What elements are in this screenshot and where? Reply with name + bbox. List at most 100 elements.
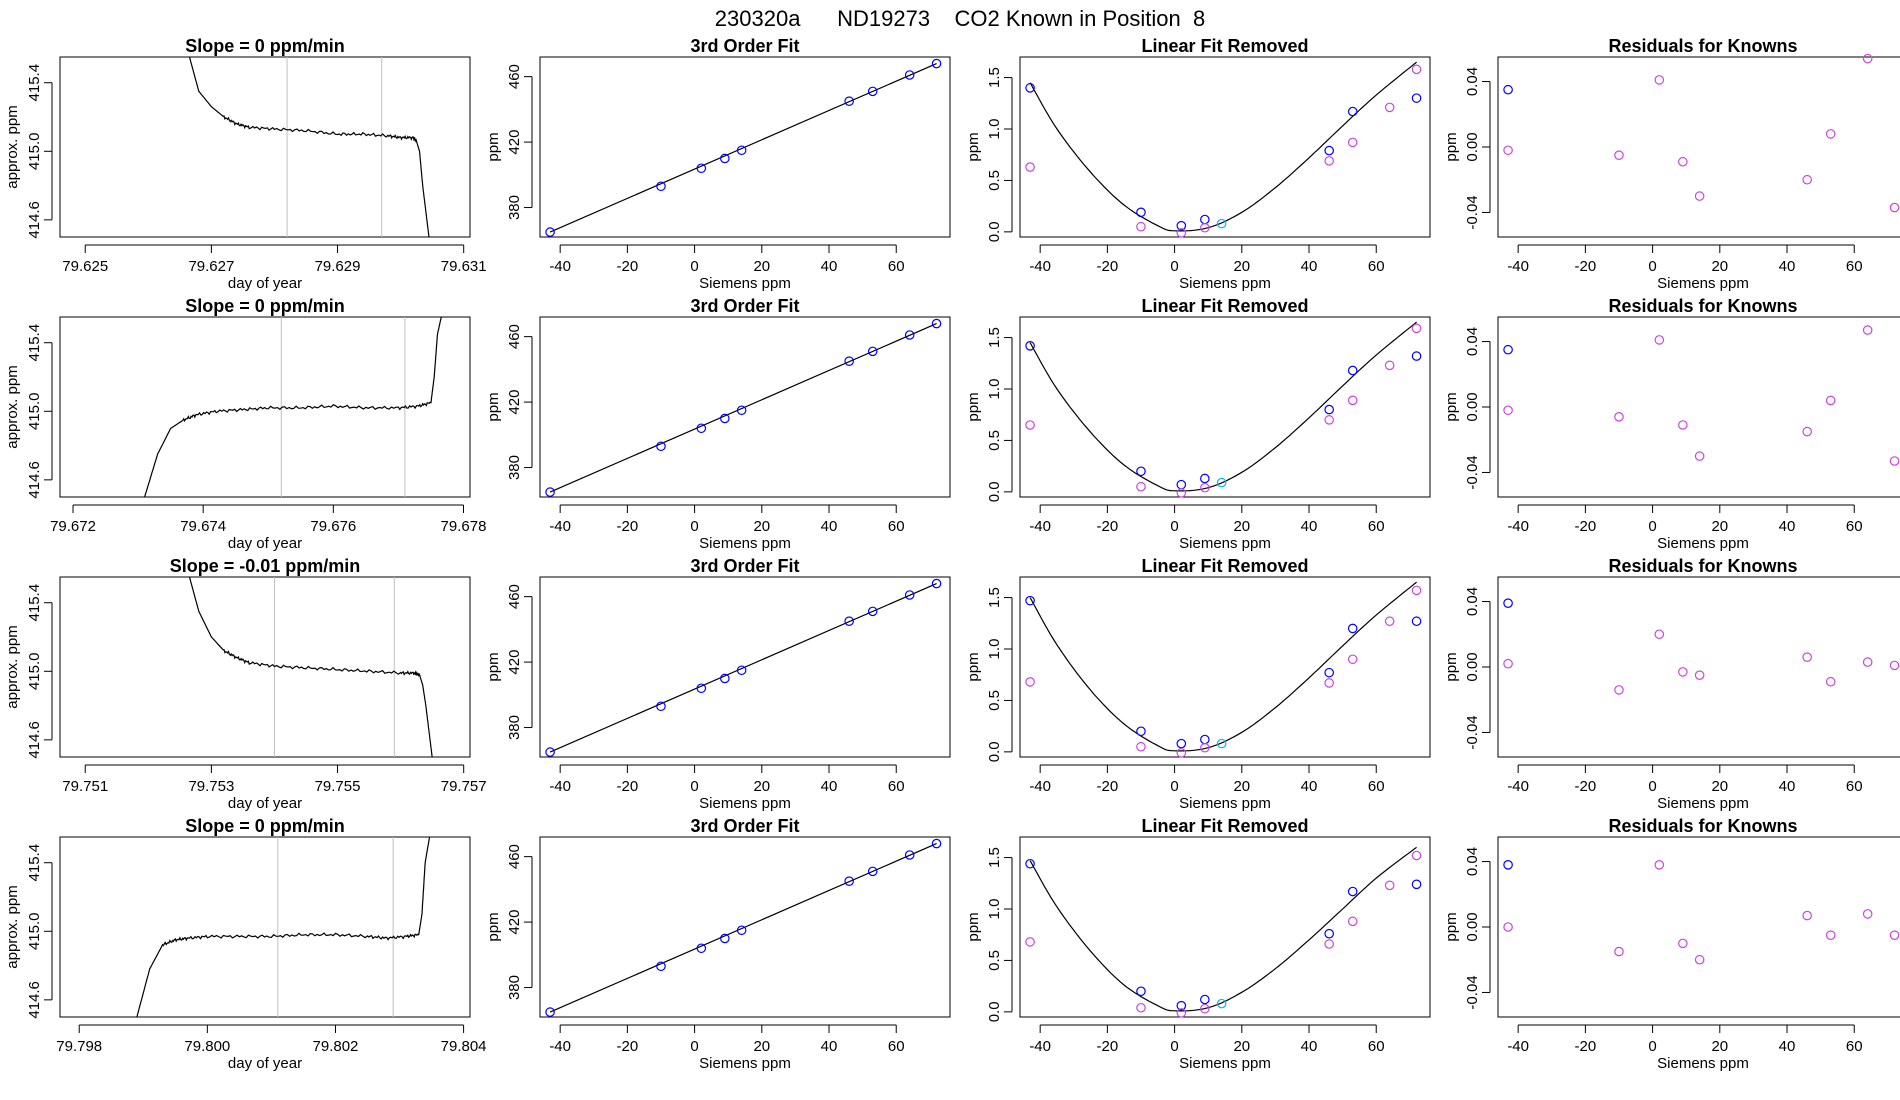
y-tick-label: 420 — [506, 390, 523, 415]
magenta-data-point — [1384, 360, 1395, 371]
blue-data-point — [696, 683, 707, 694]
panel-title: Residuals for Knowns — [1608, 556, 1797, 576]
x-tick-label: 20 — [1711, 518, 1728, 535]
fit-line — [549, 62, 937, 233]
blue-data-point — [1503, 344, 1513, 355]
x-tick-label: -40 — [1507, 778, 1529, 795]
plot-frame — [1497, 836, 1900, 1018]
y-tick-label: 1.0 — [986, 119, 1003, 140]
x-tick-label: 40 — [1301, 778, 1318, 795]
blue-data-point — [1411, 351, 1422, 361]
plot-frame — [1019, 836, 1431, 1018]
x-tick-label: 79.676 — [310, 518, 356, 535]
y-tick-label: 1.0 — [986, 379, 1003, 400]
panel-r1c3: Linear Fit Removed -40 -20 0 20 40 60 0.0 0.5 1.0… — [965, 36, 1431, 292]
magenta-data-point — [1678, 938, 1688, 949]
blue-data-point — [867, 866, 878, 877]
x-tick-label: 0 — [1648, 258, 1656, 275]
x-tick-label: -40 — [549, 778, 571, 795]
x-axis-label: Siemens ppm — [699, 535, 791, 552]
x-tick-label: -40 — [1507, 258, 1529, 275]
blue-data-point — [656, 701, 666, 712]
x-tick-label: 40 — [1779, 778, 1796, 795]
x-tick-label: 79.625 — [62, 258, 108, 275]
blue-data-point — [1136, 207, 1146, 218]
blue-data-point — [1411, 93, 1422, 103]
blue-data-point — [931, 578, 942, 589]
y-tick-label: 0.5 — [986, 690, 1003, 711]
magenta-data-point — [1347, 654, 1358, 665]
magenta-data-point — [1324, 156, 1334, 166]
magenta-data-point — [1614, 946, 1624, 957]
x-tick-label: -40 — [1507, 518, 1529, 535]
x-tick-label: 20 — [753, 778, 770, 795]
plot-frame — [539, 576, 951, 758]
blue-data-point — [844, 356, 854, 366]
y-tick-label: 0.00 — [1464, 652, 1481, 681]
x-tick-label: 0 — [1648, 518, 1656, 535]
magenta-data-point — [1136, 221, 1146, 232]
panel-r2c2: 3rd Order Fit -40 -20 0 20 40 60 380 420 460 Sieme… — [485, 296, 951, 552]
x-tick-label: -40 — [549, 518, 571, 535]
panel-r4c1: Slope = 0 ppm/min 79.798 79.800 79.802 79.80… — [4, 816, 487, 1072]
panel-title: Slope = -0.01 ppm/min — [170, 556, 361, 576]
x-axis-label: Siemens ppm — [699, 275, 791, 292]
x-axis-label: Siemens ppm — [699, 1055, 791, 1072]
blue-data-point — [1176, 479, 1187, 490]
panel-title: 3rd Order Fit — [690, 816, 799, 836]
x-tick-label: 0 — [1170, 778, 1178, 795]
x-axis-label: Siemens ppm — [1179, 535, 1271, 552]
x-axis-label: Siemens ppm — [699, 795, 791, 812]
magenta-data-point — [1654, 860, 1665, 870]
blue-data-point — [1347, 365, 1358, 376]
cyan-data-point — [1216, 477, 1227, 488]
x-tick-label: 79.672 — [50, 518, 96, 535]
magenta-data-point — [1862, 657, 1873, 667]
plot-frame — [1497, 316, 1900, 498]
y-axis-label: ppm — [485, 652, 502, 681]
x-tick-label: 79.798 — [56, 1038, 102, 1055]
x-tick-label: 20 — [1233, 778, 1250, 795]
x-tick-label: 60 — [1846, 258, 1863, 275]
magenta-data-point — [1862, 909, 1873, 919]
magenta-data-point — [1862, 53, 1873, 64]
x-tick-label: 79.627 — [188, 258, 234, 275]
y-tick-label: 414.6 — [26, 721, 43, 759]
y-tick-label: 1.0 — [986, 899, 1003, 920]
magenta-data-point — [1411, 323, 1422, 334]
y-tick-label: 1.5 — [986, 327, 1003, 348]
y-axis-label: ppm — [1443, 652, 1460, 681]
blue-data-point — [904, 590, 915, 600]
x-tick-label: 0 — [690, 778, 698, 795]
y-tick-label: 0.00 — [1464, 132, 1481, 161]
blue-data-point — [1411, 879, 1422, 890]
blue-data-point — [1503, 860, 1513, 870]
blue-data-point — [736, 405, 747, 416]
panel-title: 3rd Order Fit — [690, 36, 799, 56]
y-axis-label: ppm — [965, 912, 982, 941]
y-tick-label: 415.4 — [26, 324, 43, 362]
blue-data-point — [720, 153, 730, 164]
y-tick-label: 0.0 — [986, 481, 1003, 502]
x-tick-label: -40 — [549, 258, 571, 275]
y-tick-label: -0.04 — [1464, 195, 1481, 229]
blue-data-point — [1347, 623, 1358, 634]
figure-title: 230320a ND19273 CO2 Known in Position 8 — [715, 6, 1205, 31]
magenta-data-point — [1411, 850, 1422, 861]
panel-title: Residuals for Knowns — [1608, 296, 1797, 316]
plot-frame — [539, 316, 951, 498]
y-tick-label: -0.04 — [1464, 975, 1481, 1009]
y-axis-label: ppm — [1443, 132, 1460, 161]
blue-data-point — [904, 70, 915, 80]
y-axis-label: ppm — [965, 132, 982, 161]
magenta-data-point — [1347, 137, 1358, 148]
x-tick-label: 40 — [1779, 258, 1796, 275]
plot-area — [144, 317, 442, 497]
x-tick-label: -20 — [617, 518, 639, 535]
x-tick-label: -40 — [1029, 258, 1051, 275]
plot-area — [549, 62, 937, 233]
y-tick-label: 415.4 — [26, 584, 43, 622]
magenta-data-point — [1503, 658, 1513, 669]
y-tick-label: 415.4 — [26, 844, 43, 882]
x-axis-label: Siemens ppm — [1179, 795, 1271, 812]
